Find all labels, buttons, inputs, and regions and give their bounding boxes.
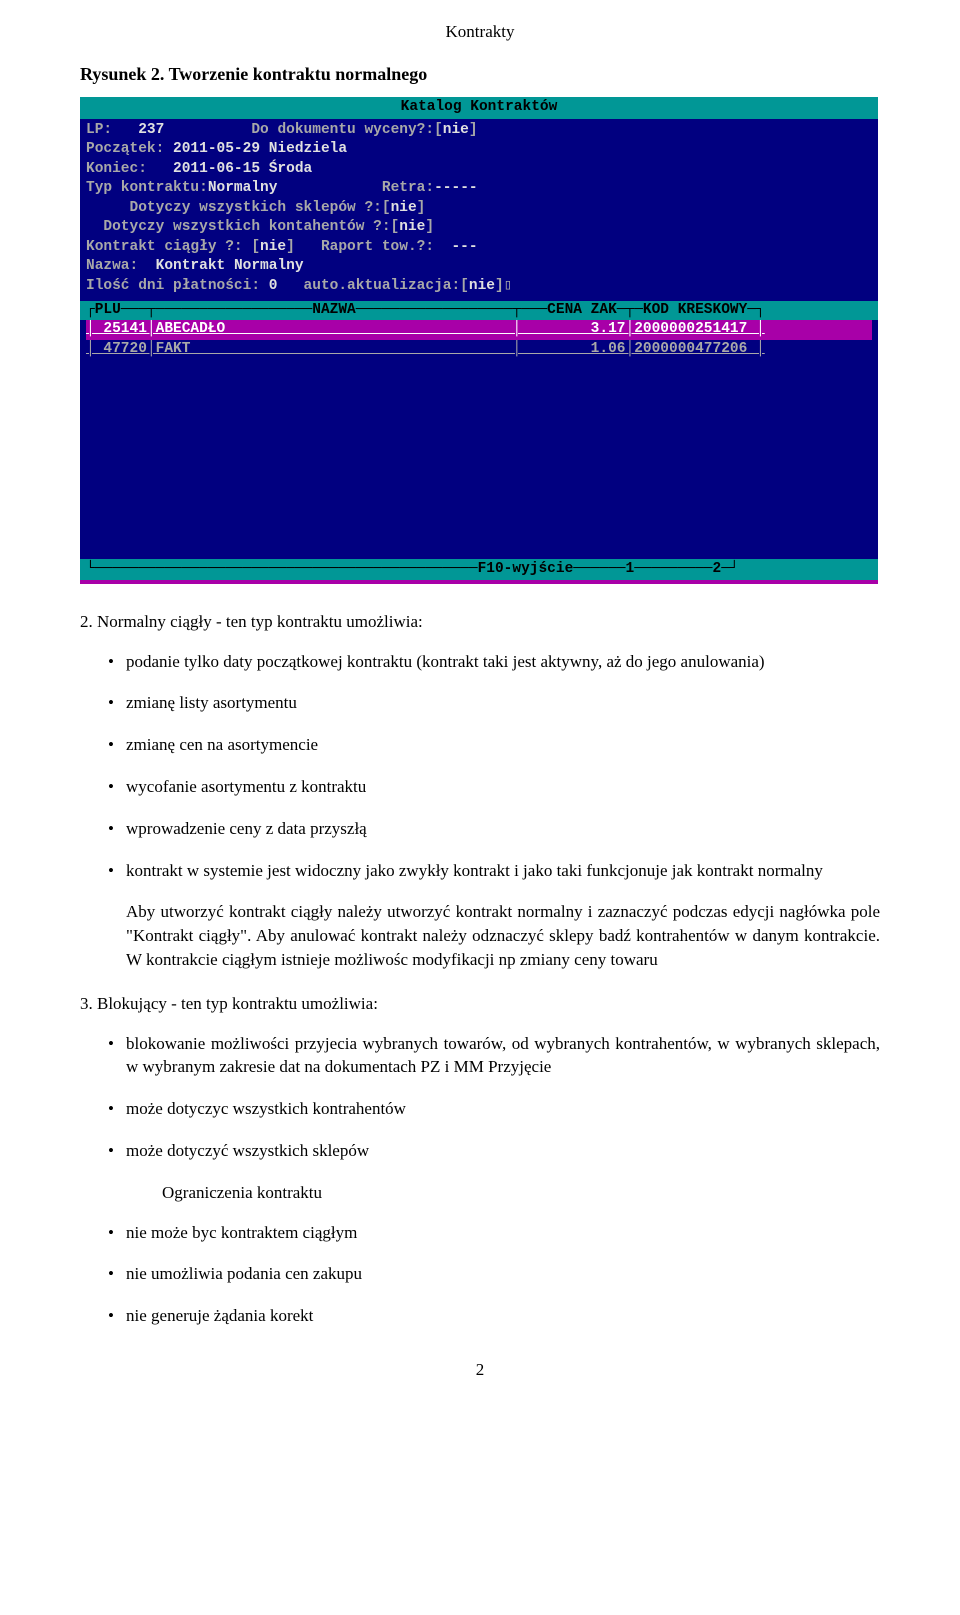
koniec-value: 2011-06-15 Środa [173, 161, 312, 177]
bullet-item: wycofanie asortymentu z kontraktu [108, 775, 880, 799]
retra-value: ----- [434, 180, 478, 196]
sklepy-value: nie [391, 200, 417, 216]
list3-bullets: blokowanie możliwości przyjecia wybranyc… [108, 1032, 880, 1163]
lp-value: 237 [138, 122, 164, 138]
kontrahenci-label: Dotyczy wszystkich kontahentów ?:[ [86, 219, 399, 235]
terminal-form: LP: 237 Do dokumentu wyceny?:[nie] Począ… [80, 119, 878, 301]
raport-value: --- [451, 239, 477, 255]
bullet-item: nie może byc kontraktem ciągłym [108, 1221, 880, 1245]
list2-lead: 2. Normalny ciągły - ten typ kontraktu u… [80, 612, 423, 631]
autoakt-value: nie [469, 278, 495, 294]
poczatek-value: 2011-05-29 Niedziela [173, 141, 347, 157]
terminal-screenshot: Katalog Kontraktów LP: 237 Do dokumentu … [80, 97, 878, 584]
nazwa-value: Kontrakt Normalny [156, 258, 304, 274]
bullet-item: zmianę cen na asortymencie [108, 733, 880, 757]
retra-label: Retra: [277, 180, 434, 196]
table-row: │ 25141│ABECADŁO │ 3.17│2000000251417 │ [86, 320, 872, 340]
bullet-item: kontrakt w systemie jest widoczny jako z… [108, 859, 880, 883]
terminal-footer: └───────────────────────────────────────… [80, 559, 878, 580]
ciagly-label: Kontrakt ciągły ?: [ [86, 239, 260, 255]
document-header: Kontrakty [80, 20, 880, 44]
page-number: 2 [80, 1358, 880, 1382]
kontrahenci-value: nie [399, 219, 425, 235]
terminal-titlebar: Katalog Kontraktów [80, 97, 878, 119]
bullet-item: wprowadzenie ceny z data przyszłą [108, 817, 880, 841]
terminal-table-header: ┌PLU───┬──────────────────NAZWA─────────… [80, 301, 878, 321]
ciagly-value: nie [260, 239, 286, 255]
koniec-label: Koniec: [86, 161, 173, 177]
bullet-item: nie umożliwia podania cen zakupu [108, 1262, 880, 1286]
bullet-item: może dotyczyć wszystkich sklepów [108, 1139, 880, 1163]
nazwa-label: Nazwa: [86, 258, 156, 274]
bullet-item: może dotyczyc wszystkich kontrahentów [108, 1097, 880, 1121]
doc-wyceny-value: nie [443, 122, 469, 138]
list2-paragraph: Aby utworzyć kontrakt ciągły należy utwo… [126, 900, 880, 971]
list-item-3: 3. Blokujący - ten typ kontraktu umożliw… [80, 992, 880, 1328]
typ-value: Normalny [208, 180, 278, 196]
bullet-item: blokowanie możliwości przyjecia wybranyc… [108, 1032, 880, 1080]
list3-lead: 3. Blokujący - ten typ kontraktu umożliw… [80, 994, 378, 1013]
list-item-2: 2. Normalny ciągły - ten typ kontraktu u… [80, 610, 880, 972]
sklepy-label: Dotyczy wszystkich sklepów ?:[ [86, 200, 391, 216]
list3-subpara: Ograniczenia kontraktu [162, 1181, 880, 1205]
platnosci-label: Ilość dni płatności: [86, 278, 269, 294]
figure-caption: Rysunek 2. Tworzenie kontraktu normalneg… [80, 62, 880, 87]
list2-bullets: podanie tylko daty początkowej kontraktu… [108, 650, 880, 883]
terminal-table-rows: │ 25141│ABECADŁO │ 3.17│2000000251417 │ … [80, 320, 878, 359]
typ-label: Typ kontraktu: [86, 180, 208, 196]
poczatek-label: Początek: [86, 141, 173, 157]
bullet-item: nie generuje żądania korekt [108, 1304, 880, 1328]
autoakt-label: auto.aktualizacja:[ [277, 278, 468, 294]
table-row: │ 47720│FAKT │ 1.06│2000000477206 │ [86, 340, 872, 360]
lp-label: LP: [86, 122, 138, 138]
list3-bullets2: nie może byc kontraktem ciągłym nie umoż… [108, 1221, 880, 1328]
raport-label: ] Raport tow.?: [286, 239, 451, 255]
doc-wyceny-label: Do dokumentu wyceny?:[ [164, 122, 442, 138]
terminal-empty-area [80, 359, 878, 559]
bullet-item: zmianę listy asortymentu [108, 691, 880, 715]
terminal-bottombar [80, 580, 878, 584]
bullet-item: podanie tylko daty początkowej kontraktu… [108, 650, 880, 674]
